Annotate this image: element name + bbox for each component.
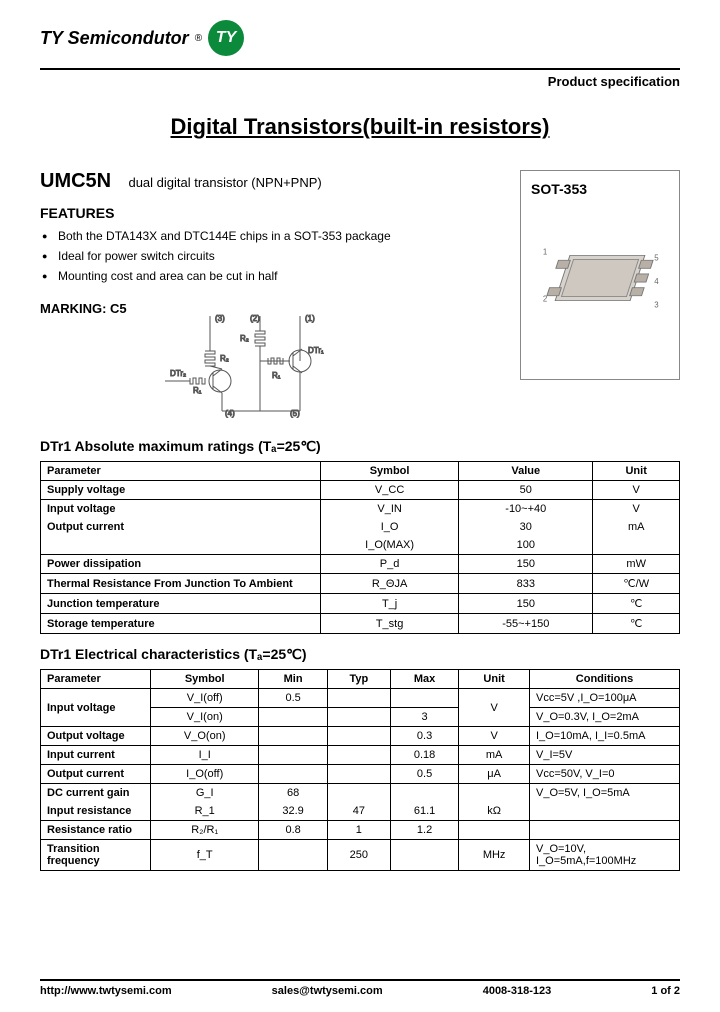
col-unit: Unit — [593, 462, 680, 481]
table-row: Resistance ratio R₂/R₁ 0.8 1 1.2 — [41, 821, 680, 840]
table-row: Power dissipation P_d 150 mW — [41, 555, 680, 574]
feature-item: Both the DTA143X and DTC144E chips in a … — [58, 229, 500, 243]
table-row: Output current I_O 30 mA — [41, 518, 680, 536]
svg-text:DTr₁: DTr₁ — [308, 346, 324, 355]
col-parameter: Parameter — [41, 462, 321, 481]
svg-text:3: 3 — [654, 301, 659, 310]
col-symbol: Symbol — [321, 462, 459, 481]
col-value: Value — [459, 462, 593, 481]
table-header-row: Parameter Symbol Value Unit — [41, 462, 680, 481]
page-title: Digital Transistors(built-in resistors) — [40, 114, 680, 140]
registered-mark: ® — [195, 33, 202, 44]
svg-text:1: 1 — [543, 247, 547, 256]
table-row: Transition frequency f_T 250 MHz V_O=10V… — [41, 840, 680, 871]
package-label: SOT-353 — [531, 181, 669, 197]
table-row: Input current I_I 0.18 mA V_I=5V — [41, 746, 680, 765]
svg-text:(4): (4) — [225, 409, 235, 418]
footer-page: 1 of 2 — [651, 985, 680, 997]
package-box: SOT-353 1 2 3 4 5 — [520, 170, 680, 380]
feature-item: Mounting cost and area can be cut in hal… — [58, 269, 500, 283]
features-list: Both the DTA143X and DTC144E chips in a … — [40, 229, 500, 283]
header-rule — [40, 68, 680, 70]
table-row: Output voltage V_O(on) 0.3 V I_O=10mA, I… — [41, 727, 680, 746]
svg-text:4: 4 — [654, 277, 659, 286]
svg-text:2: 2 — [543, 295, 547, 304]
table-row: Input voltage V_I(off) 0.5 V Vcc=5V ,I_O… — [41, 689, 680, 708]
abs-max-ratings-table: Parameter Symbol Value Unit Supply volta… — [40, 461, 680, 634]
table-row: Supply voltage V_CC 50 V — [41, 481, 680, 500]
brand-logo-icon: TY — [208, 20, 244, 56]
col-conditions: Conditions — [530, 670, 680, 689]
table-row: Input resistance R_1 32.9 47 61.1 kΩ — [41, 802, 680, 821]
table1-heading-text: DTr1 Absolute maximum ratings (Tₐ=25℃) — [40, 438, 321, 454]
footer: http://www.twtysemi.com sales@twtysemi.c… — [40, 979, 680, 997]
svg-text:DTr₂: DTr₂ — [170, 369, 186, 378]
col-min: Min — [259, 670, 327, 689]
table1-heading: DTr1 Absolute maximum ratings (Tₐ=25℃) — [40, 438, 680, 455]
footer-email: sales@twtysemi.com — [272, 985, 383, 997]
col-typ: Typ — [327, 670, 390, 689]
table-header-row: Parameter Symbol Min Typ Max Unit Condit… — [41, 670, 680, 689]
col-unit: Unit — [459, 670, 530, 689]
footer-url: http://www.twtysemi.com — [40, 985, 172, 997]
footer-phone: 4008-318-123 — [483, 985, 552, 997]
part-number: UMC5N — [40, 170, 111, 192]
electrical-char-table: Parameter Symbol Min Typ Max Unit Condit… — [40, 669, 680, 871]
table2-heading-text: DTr1 Electrical characteristics (Tₐ=25℃) — [40, 646, 307, 662]
table-row: Storage temperature T_stg -55~+150 ℃ — [41, 614, 680, 634]
part-line: UMC5N dual digital transistor (NPN+PNP) — [40, 170, 500, 193]
product-spec-label: Product specification — [40, 74, 680, 89]
svg-text:(2): (2) — [250, 314, 260, 323]
table-row: Input voltage V_IN -10~+40 V — [41, 500, 680, 519]
header: TY Semicondutor ® TY — [40, 20, 680, 64]
table-row: DC current gain G_I 68 V_O=5V, I_O=5mA — [41, 784, 680, 803]
table2-heading: DTr1 Electrical characteristics (Tₐ=25℃) — [40, 646, 680, 663]
part-description: dual digital transistor (NPN+PNP) — [128, 175, 321, 190]
package-icon: 1 2 3 4 5 — [531, 209, 669, 347]
svg-text:(5): (5) — [290, 409, 300, 418]
features-heading: FEATURES — [40, 205, 500, 221]
table-row: Thermal Resistance From Junction To Ambi… — [41, 574, 680, 594]
svg-text:R₁: R₁ — [272, 371, 281, 380]
table-row: Output current I_O(off) 0.5 μA Vcc=50V, … — [41, 765, 680, 784]
svg-text:R₁: R₁ — [193, 386, 202, 395]
svg-text:(3): (3) — [215, 314, 225, 323]
table-row: I_O(MAX) 100 — [41, 536, 680, 555]
feature-item: Ideal for power switch circuits — [58, 249, 500, 263]
table-row: Junction temperature T_j 150 ℃ — [41, 594, 680, 614]
top-section: UMC5N dual digital transistor (NPN+PNP) … — [40, 170, 680, 426]
col-symbol: Symbol — [151, 670, 259, 689]
brand-text: TY Semicondutor — [40, 28, 189, 49]
svg-text:(1): (1) — [305, 314, 315, 323]
svg-text:R₂: R₂ — [220, 354, 229, 363]
circuit-diagram: (3) (2) (1) R₂ R₂ DTr₁ R₁ R₁ DTr₂ — [160, 306, 330, 426]
left-column: UMC5N dual digital transistor (NPN+PNP) … — [40, 170, 500, 426]
col-parameter: Parameter — [41, 670, 151, 689]
svg-text:5: 5 — [654, 253, 659, 262]
col-max: Max — [390, 670, 458, 689]
svg-text:R₂: R₂ — [240, 334, 249, 343]
